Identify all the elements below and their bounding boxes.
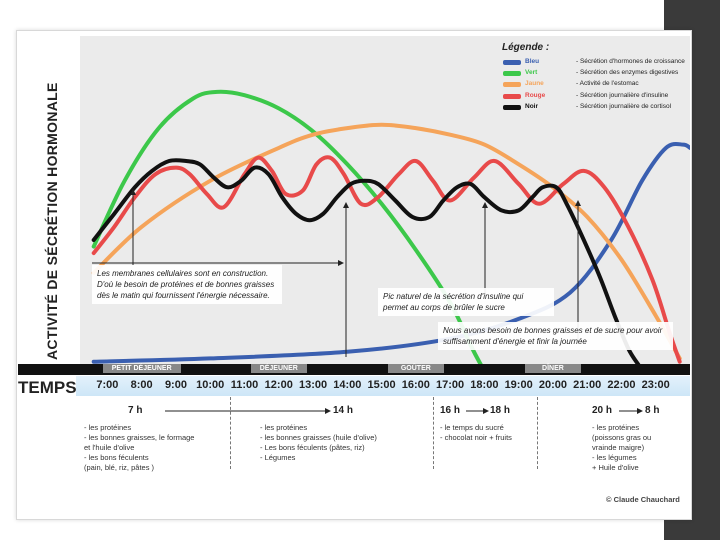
interval-start-1: 7 h	[128, 405, 143, 416]
interval-start-4: 20 h	[592, 405, 613, 416]
meal-label: PETIT DÉJEUNER	[102, 364, 181, 373]
legend-name: Jaune	[525, 80, 544, 88]
legend-name: Bleu	[525, 58, 540, 65]
time-bar	[18, 364, 690, 375]
time-tick-label: 18:00	[470, 379, 499, 391]
time-axis-title: TEMPS	[18, 378, 77, 397]
legend-desc: - Sécrétion journalière de cortisol	[576, 102, 672, 110]
interval-end-1: 14 h	[333, 405, 354, 416]
meal-label: DÉJEUNER	[250, 364, 307, 373]
legend-desc: - Sécrétion journalière d'insuline	[576, 91, 669, 99]
legend-title: Légende :	[502, 42, 550, 53]
time-tick-label: 23:00	[641, 379, 670, 391]
time-tick-label: 14:00	[333, 379, 362, 391]
note-membranes: Les membranes cellulaires sont en constr…	[92, 265, 282, 304]
time-tick-label: 8:00	[130, 379, 153, 391]
period-separator	[230, 397, 231, 469]
legend-name: Vert	[525, 69, 538, 77]
legend-swatch	[503, 93, 521, 99]
time-tick-label: 21:00	[573, 379, 602, 391]
interval-end-3: 18 h	[490, 405, 511, 416]
interval-start-3: 16 h	[440, 405, 461, 416]
series-line-vert	[91, 89, 483, 365]
period-separator	[433, 397, 434, 469]
time-tick-label: 12:00	[264, 379, 293, 391]
series-line-noir	[91, 158, 641, 365]
time-band	[76, 376, 690, 396]
time-tick-label: 7:00	[96, 379, 119, 391]
time-tick-label: 17:00	[436, 379, 465, 391]
foods-snack: - le temps du sucré - chocolat noir + fr…	[440, 423, 512, 442]
legend-swatch	[503, 82, 521, 88]
series-line-jaune	[91, 122, 682, 361]
meal-label: DÎNER	[524, 364, 581, 373]
legend-desc: - Sécrétion d'hormones de croissance	[576, 58, 685, 65]
time-tick-label: 10:00	[196, 379, 225, 391]
time-tick-label: 20:00	[538, 379, 567, 391]
series-line-rouge	[91, 155, 682, 364]
interval-end-4: 8 h	[645, 405, 660, 416]
foods-morning: - les protéines - les bonnes graisses, l…	[84, 423, 195, 472]
legend-name: Rouge	[525, 91, 546, 99]
foods-lunch: - les protéines - les bonnes graisses (h…	[260, 423, 377, 462]
foods-dinner: - les protéines (poissons gras ou vraind…	[592, 423, 652, 472]
time-tick-label: 22:00	[607, 379, 636, 391]
legend-swatch	[503, 104, 521, 110]
time-tick-label: 15:00	[367, 379, 396, 391]
time-tick-label: 13:00	[298, 379, 328, 391]
period-separator	[537, 397, 538, 469]
meal-label: GOÛTER	[387, 364, 444, 373]
credit: © Claude Chauchard	[606, 495, 680, 504]
note-evening: Nous avons besoin de bonnes graisses et …	[438, 322, 673, 350]
legend-swatch	[503, 60, 521, 65]
legend-swatch	[503, 71, 521, 77]
time-tick-label: 16:00	[401, 379, 430, 391]
time-tick-label: 11:00	[230, 379, 259, 391]
legend-desc: - Sécrétion des enzymes digestives	[576, 69, 679, 77]
legend-name: Noir	[525, 102, 538, 110]
legend-desc: - Activité de l'estomac	[576, 80, 639, 88]
time-tick-label: 19:00	[504, 379, 533, 391]
time-tick-label: 9:00	[164, 379, 187, 391]
note-insulin-peak: Pic naturel de la sécrétion d'insuline q…	[378, 288, 554, 316]
